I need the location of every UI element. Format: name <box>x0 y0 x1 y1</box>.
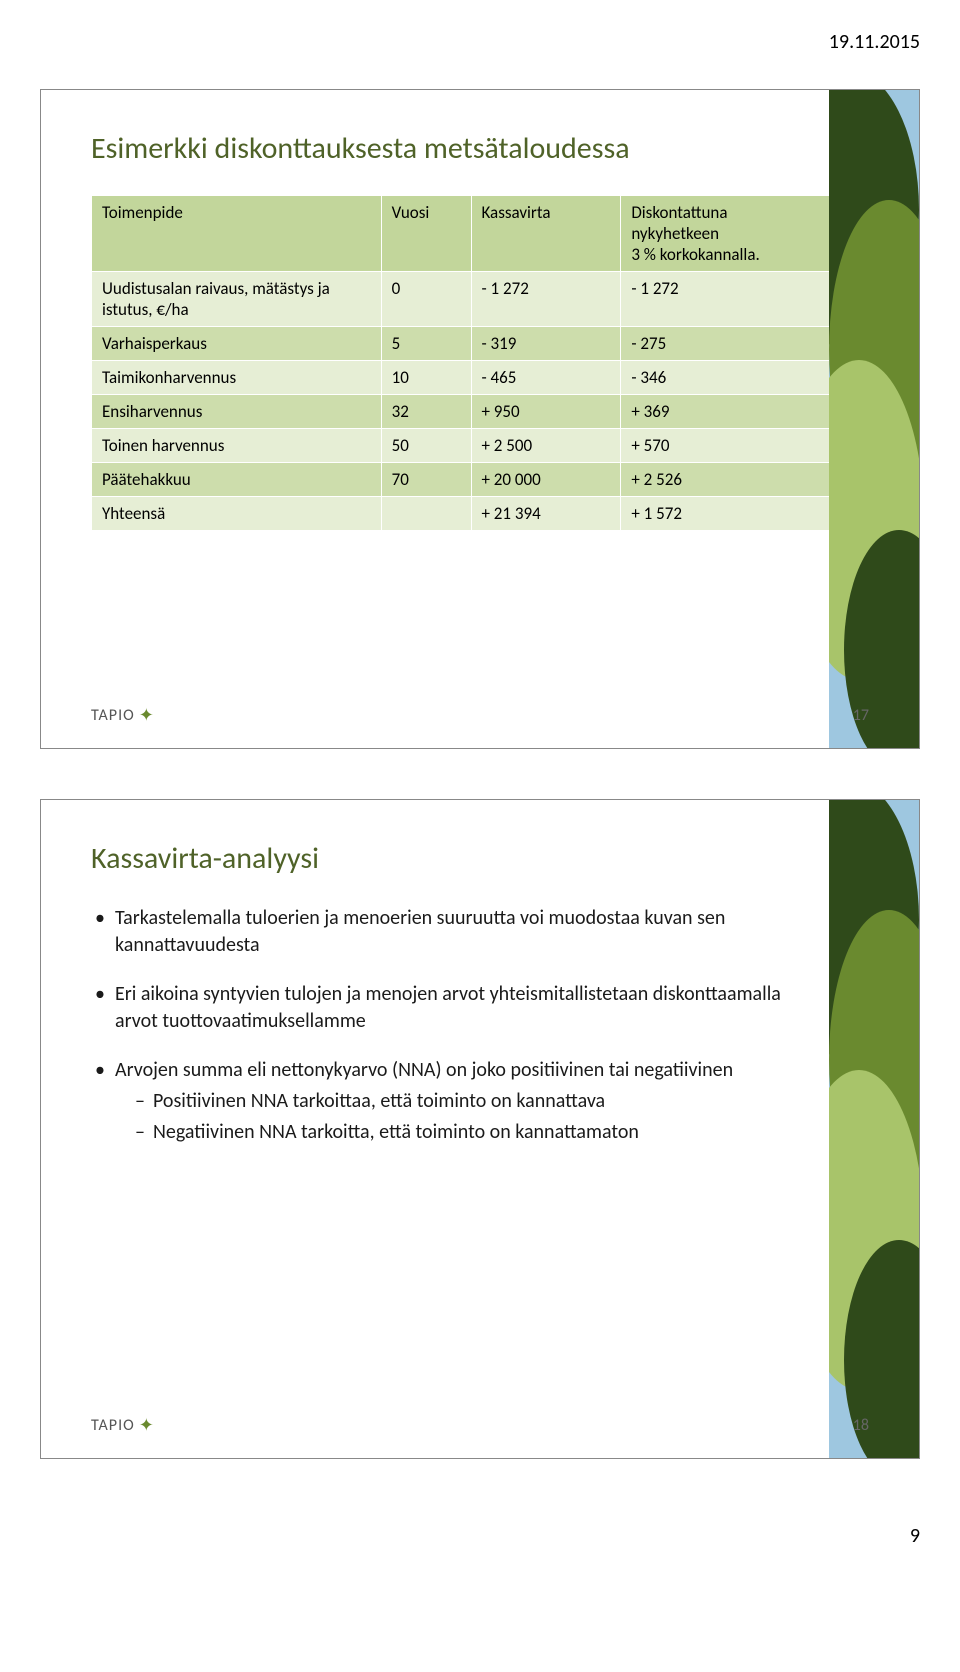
cell-l1: Uudistusalan raivaus, mätästys ja <box>102 278 330 299</box>
cell-cash: + 2 500 <box>471 429 621 463</box>
cell-label: Päätehakkuu <box>92 463 382 497</box>
slide-title: Esimerkki diskonttauksesta metsätaloudes… <box>91 130 869 167</box>
logo-text: TAPIO <box>91 706 135 725</box>
bullet-item: Arvojen summa eli nettonykyarvo (NNA) on… <box>95 1057 791 1146</box>
cell-cash: + 20 000 <box>471 463 621 497</box>
cell-disc: + 2 526 <box>621 463 851 497</box>
cell-cash: - 319 <box>471 327 621 361</box>
page-date: 19.11.2015 <box>0 0 960 64</box>
tree-icon: ✦ <box>139 704 155 726</box>
cell-label: Taimikonharvennus <box>92 361 382 395</box>
sub-list: Positiivinen NNA tarkoittaa, että toimin… <box>115 1088 791 1146</box>
bullet-item: Eri aikoina syntyvien tulojen ja menojen… <box>95 981 791 1035</box>
cell-label: Uudistusalan raivaus, mätästys ja istutu… <box>92 272 382 327</box>
cell-cash: + 950 <box>471 395 621 429</box>
col3-l2: nykyhetkeen <box>631 223 719 244</box>
sub-item: Positiivinen NNA tarkoittaa, että toimin… <box>135 1088 791 1115</box>
col-kassavirta: Kassavirta <box>471 196 621 272</box>
bullet-list: Tarkastelemalla tuloerien ja menoerien s… <box>91 905 791 1146</box>
cell-label: Yhteensä <box>92 497 382 531</box>
table-row: Varhaisperkaus 5 - 319 - 275 <box>92 327 851 361</box>
cell-disc: + 1 572 <box>621 497 851 531</box>
cell-label: Ensiharvennus <box>92 395 382 429</box>
cell-disc: - 275 <box>621 327 851 361</box>
cell-year: 10 <box>381 361 471 395</box>
tapio-logo: TAPIO ✦ <box>91 704 155 726</box>
logo-text: TAPIO <box>91 1416 135 1435</box>
cell-disc: - 346 <box>621 361 851 395</box>
col3-l1: Diskontattuna <box>631 202 727 223</box>
col3-l3: 3 % korkokannalla. <box>631 244 759 265</box>
bullet-item: Tarkastelemalla tuloerien ja menoerien s… <box>95 905 791 959</box>
tree-icon: ✦ <box>139 1414 155 1436</box>
slide-number: 17 <box>853 706 869 725</box>
cell-cash: - 1 272 <box>471 272 621 327</box>
cell-year: 0 <box>381 272 471 327</box>
slide-2: Kassavirta-analyysi Tarkastelemalla tulo… <box>40 799 920 1459</box>
cell-cash: - 465 <box>471 361 621 395</box>
tapio-logo: TAPIO ✦ <box>91 1414 155 1436</box>
slide-decoration <box>829 800 919 1458</box>
cell-label: Toinen harvennus <box>92 429 382 463</box>
sub-item: Negatiivinen NNA tarkoitta, että toimint… <box>135 1119 791 1146</box>
cell-year: 50 <box>381 429 471 463</box>
slide-number: 18 <box>853 1416 869 1435</box>
table-row: Ensiharvennus 32 + 950 + 369 <box>92 395 851 429</box>
cell-year: 32 <box>381 395 471 429</box>
table-row: Toinen harvennus 50 + 2 500 + 570 <box>92 429 851 463</box>
cell-disc: + 570 <box>621 429 851 463</box>
table-header-row: Toimenpide Vuosi Kassavirta Diskontattun… <box>92 196 851 272</box>
cell-disc: + 369 <box>621 395 851 429</box>
table-row: Taimikonharvennus 10 - 465 - 346 <box>92 361 851 395</box>
bullet-text: Arvojen summa eli nettonykyarvo (NNA) on… <box>115 1058 733 1082</box>
slide-decoration <box>829 90 919 748</box>
cell-year <box>381 497 471 531</box>
table-row: Päätehakkuu 70 + 20 000 + 2 526 <box>92 463 851 497</box>
discount-table: Toimenpide Vuosi Kassavirta Diskontattun… <box>91 195 851 531</box>
col-toimenpide: Toimenpide <box>92 196 382 272</box>
col-diskontattuna: Diskontattuna nykyhetkeen 3 % korkokanna… <box>621 196 851 272</box>
col-vuosi: Vuosi <box>381 196 471 272</box>
cell-l2: istutus, €/ha <box>102 299 189 320</box>
page-number: 9 <box>0 1484 960 1578</box>
cell-disc: - 1 272 <box>621 272 851 327</box>
table-row: Uudistusalan raivaus, mätästys ja istutu… <box>92 272 851 327</box>
cell-cash: + 21 394 <box>471 497 621 531</box>
slide-title: Kassavirta-analyysi <box>91 840 869 877</box>
cell-year: 70 <box>381 463 471 497</box>
cell-label: Varhaisperkaus <box>92 327 382 361</box>
table-row: Yhteensä + 21 394 + 1 572 <box>92 497 851 531</box>
slide-1: Esimerkki diskonttauksesta metsätaloudes… <box>40 89 920 749</box>
cell-year: 5 <box>381 327 471 361</box>
